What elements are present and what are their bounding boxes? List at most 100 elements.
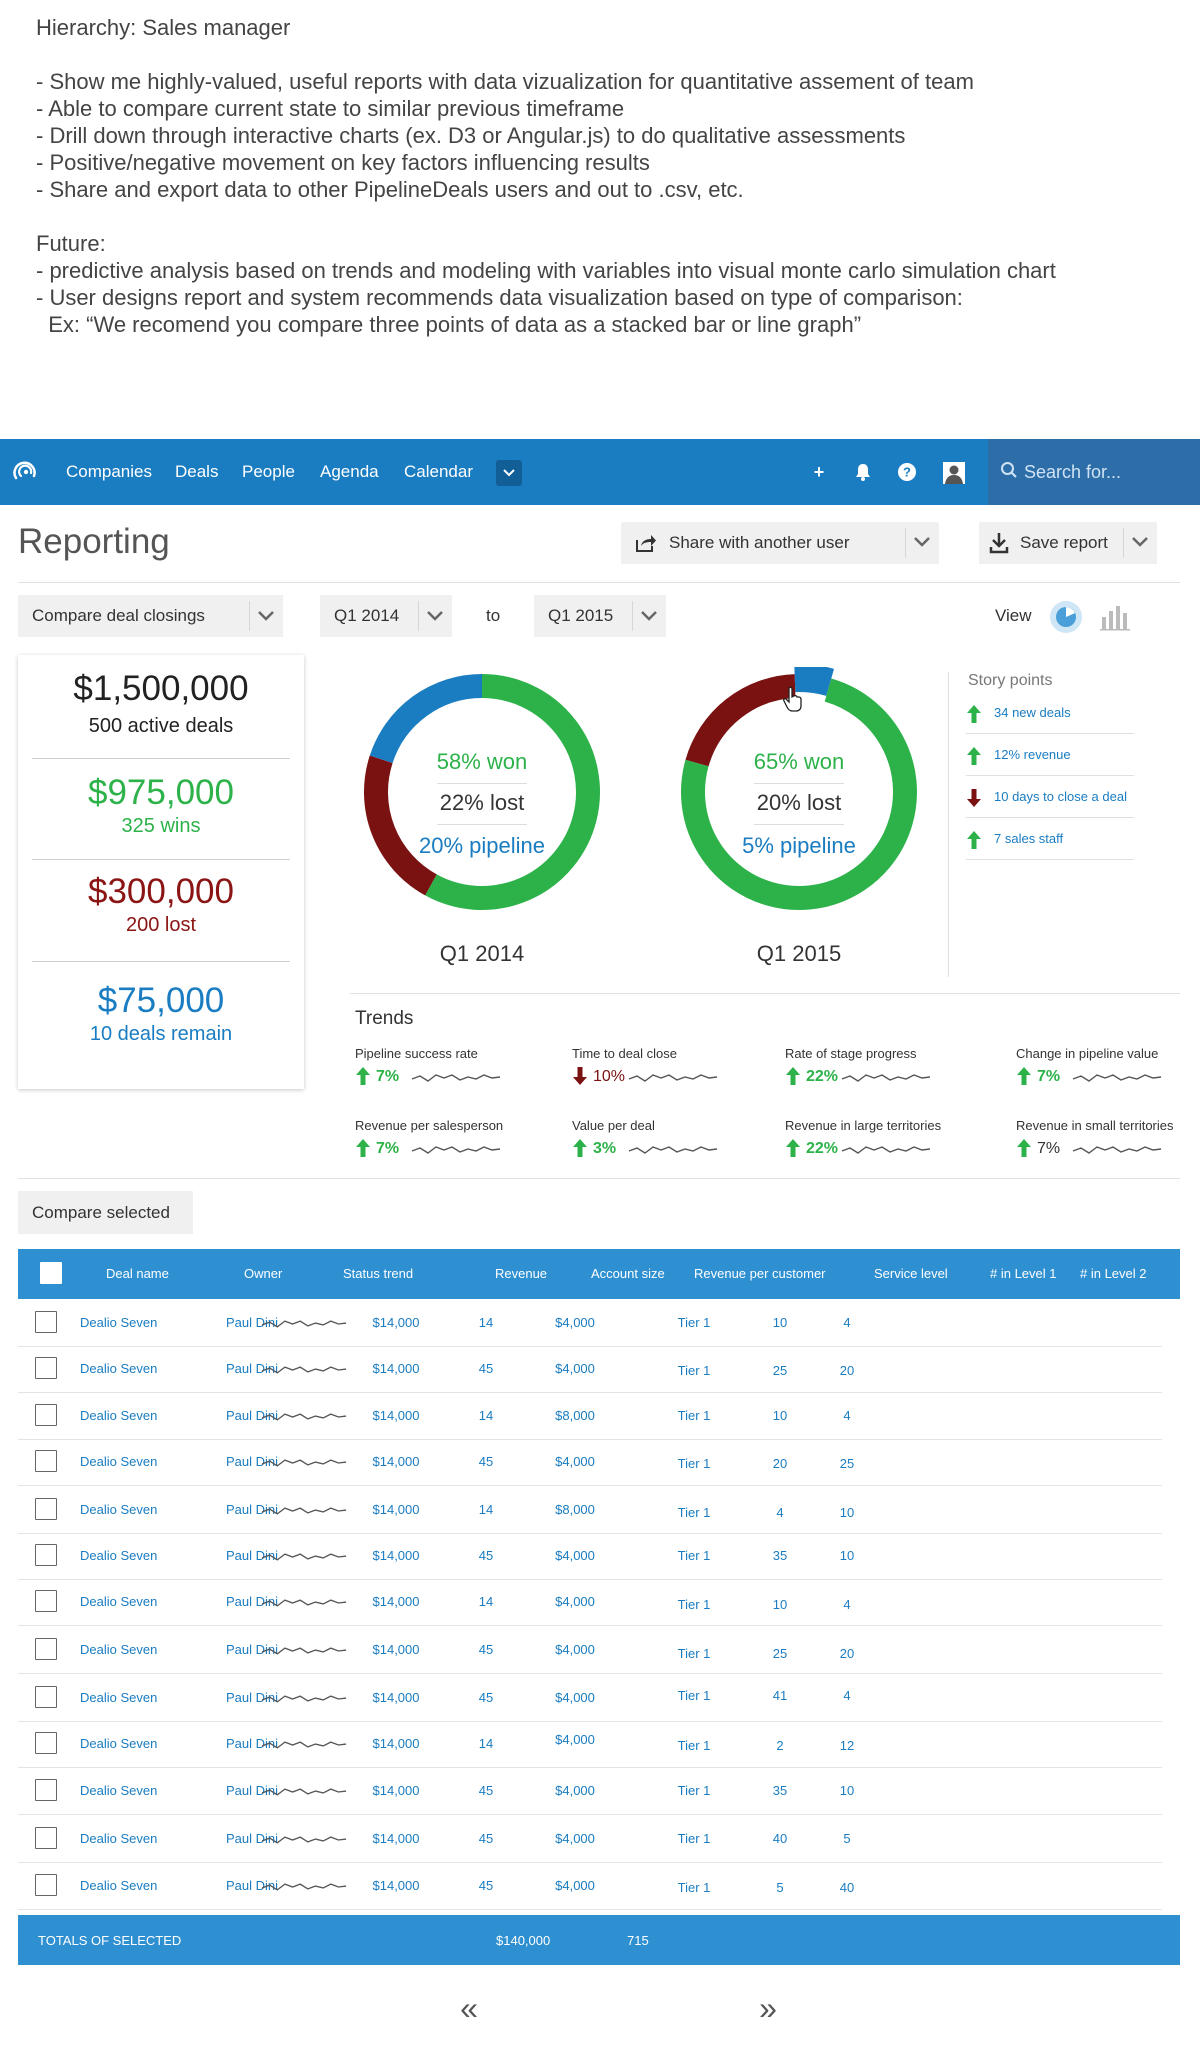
trend-metric[interactable]: Time to deal close 10% — [572, 1046, 762, 1096]
deal-name-link[interactable]: Dealio Seven — [80, 1408, 158, 1423]
donut-chart-q1-2015[interactable]: 65% won 20% lost 5% pipeline — [674, 664, 924, 917]
table-row[interactable]: Dealio Seven Paul Dini $14,000 45 $4,000 Tier… — [18, 1626, 1162, 1674]
previous-page-button[interactable]: « — [460, 1990, 478, 2026]
owner-link[interactable]: Paul Dini — [226, 1831, 279, 1846]
row-checkbox[interactable] — [35, 1874, 57, 1896]
compare-selected-button[interactable]: Compare selected — [18, 1191, 193, 1234]
owner-link[interactable]: Paul Dini — [226, 1548, 279, 1563]
table-row[interactable]: Dealio Seven Paul Dini $14,000 45 $4,000 Tier… — [18, 1345, 1162, 1393]
owner-link[interactable]: Paul Dini — [226, 1315, 279, 1330]
row-checkbox[interactable] — [35, 1357, 57, 1379]
deal-name-link[interactable]: Dealio Seven — [80, 1690, 158, 1705]
bell-icon[interactable] — [852, 461, 874, 483]
column-header-owner[interactable]: Owner — [244, 1266, 283, 1281]
deal-name-link[interactable]: Dealio Seven — [80, 1361, 158, 1376]
row-checkbox[interactable] — [35, 1404, 57, 1426]
row-checkbox[interactable] — [35, 1827, 57, 1849]
owner-link[interactable]: Paul Dini — [226, 1361, 279, 1376]
nav-calendar[interactable]: Calendar — [404, 462, 473, 481]
trend-metric[interactable]: Revenue in small territories 7% — [1016, 1118, 1200, 1168]
donut-chart-q1-2014[interactable]: 58% won 22% lost 20% pipeline — [357, 667, 607, 917]
deal-name-link[interactable]: Dealio Seven — [80, 1315, 158, 1330]
deal-name-link[interactable]: Dealio Seven — [80, 1642, 158, 1657]
trend-metric[interactable]: Change in pipeline value 7% — [1016, 1046, 1200, 1096]
period-to-select[interactable]: Q1 2015 — [534, 595, 666, 637]
donut-won-segment[interactable] — [681, 678, 917, 910]
report-type-select[interactable]: Compare deal closings — [18, 595, 283, 637]
table-row[interactable]: Dealio Seven Paul Dini $14,000 14 $4,000 Tier… — [18, 1578, 1162, 1626]
table-row[interactable]: Dealio Seven Paul Dini $14,000 45 $4,000 Tier… — [18, 1532, 1162, 1580]
trend-metric[interactable]: Pipeline success rate 7% — [355, 1046, 545, 1096]
row-checkbox[interactable] — [35, 1590, 57, 1612]
owner-link[interactable]: Paul Dini — [226, 1502, 279, 1517]
donut-pipeline-segment[interactable] — [794, 664, 835, 696]
search-input[interactable] — [1024, 457, 1189, 487]
pie-view-icon[interactable] — [1049, 600, 1083, 634]
story-point[interactable]: 10 days to close a deal — [966, 776, 1134, 818]
nav-companies[interactable]: Companies — [66, 462, 152, 481]
column-header-revenue-per-customer[interactable]: Revenue per customer — [694, 1266, 826, 1281]
deal-name-link[interactable]: Dealio Seven — [80, 1454, 158, 1469]
row-checkbox[interactable] — [35, 1638, 57, 1660]
app-logo-icon[interactable] — [12, 458, 40, 486]
owner-link[interactable]: Paul Dini — [226, 1783, 279, 1798]
nav-people[interactable]: People — [242, 462, 295, 481]
nav-more-button[interactable] — [496, 460, 522, 486]
donut-lost-segment[interactable] — [685, 674, 796, 767]
column-header-revenue[interactable]: Revenue — [495, 1266, 548, 1281]
bar-view-icon[interactable] — [1100, 603, 1130, 631]
row-checkbox[interactable] — [35, 1311, 57, 1333]
table-row[interactable]: Dealio Seven Paul Dini $14,000 45 $4,000 Tier… — [18, 1438, 1162, 1486]
deal-name-link[interactable]: Dealio Seven — [80, 1548, 158, 1563]
column-header-level-1[interactable]: # in Level 1 — [990, 1266, 1057, 1281]
column-header-level-2[interactable]: # in Level 2 — [1080, 1266, 1147, 1281]
story-point[interactable]: 34 new deals — [966, 692, 1134, 734]
deal-name-link[interactable]: Dealio Seven — [80, 1783, 158, 1798]
deal-name-link[interactable]: Dealio Seven — [80, 1502, 158, 1517]
owner-link[interactable]: Paul Dini — [226, 1454, 279, 1469]
table-row[interactable]: Dealio Seven Paul Dini $14,000 14 $8,000 Tier… — [18, 1392, 1162, 1440]
column-header-status-trend[interactable]: Status trend — [343, 1266, 414, 1281]
column-header-deal-name[interactable]: Deal name — [106, 1266, 169, 1281]
row-checkbox[interactable] — [35, 1732, 57, 1754]
donut-pipeline-segment[interactable] — [369, 674, 483, 764]
owner-link[interactable]: Paul Dini — [226, 1736, 279, 1751]
donut-lost-segment[interactable] — [364, 755, 437, 896]
owner-link[interactable]: Paul Dini — [226, 1642, 279, 1657]
trend-metric[interactable]: Revenue per salesperson 7% — [355, 1118, 545, 1168]
donut-won-segment[interactable] — [425, 674, 600, 910]
nav-agenda[interactable]: Agenda — [320, 462, 379, 481]
deal-name-link[interactable]: Dealio Seven — [80, 1736, 158, 1751]
trend-metric[interactable]: Revenue in large territories 22% — [785, 1118, 975, 1168]
table-row[interactable]: Dealio Seven Paul Dini $14,000 14 $4,000 Tier… — [18, 1720, 1162, 1768]
owner-link[interactable]: Paul Dini — [226, 1408, 279, 1423]
table-row[interactable]: Dealio Seven Paul Dini $14,000 45 $4,000 Tier… — [18, 1815, 1162, 1863]
plus-icon[interactable]: + — [813, 462, 825, 482]
trend-metric[interactable]: Rate of stage progress 22% — [785, 1046, 975, 1096]
next-page-button[interactable]: » — [759, 1990, 777, 2026]
table-row[interactable]: Dealio Seven Paul Dini $14,000 45 $4,000 Tier… — [18, 1674, 1162, 1722]
help-icon[interactable]: ? — [896, 461, 918, 483]
deal-name-link[interactable]: Dealio Seven — [80, 1594, 158, 1609]
deal-name-link[interactable]: Dealio Seven — [80, 1878, 158, 1893]
column-header-account-size[interactable]: Account size — [591, 1266, 665, 1281]
share-button[interactable]: Share with another user — [621, 522, 939, 564]
deal-name-link[interactable]: Dealio Seven — [80, 1831, 158, 1846]
table-row[interactable]: Dealio Seven Paul Dini $14,000 14 $4,000 Tier… — [18, 1299, 1162, 1347]
column-header-service-level[interactable]: Service level — [874, 1266, 948, 1281]
owner-link[interactable]: Paul Dini — [226, 1594, 279, 1609]
table-row[interactable]: Dealio Seven Paul Dini $14,000 45 $4,000 Tier… — [18, 1862, 1162, 1910]
trend-metric[interactable]: Value per deal 3% — [572, 1118, 762, 1168]
save-report-button[interactable]: Save report — [979, 522, 1157, 564]
row-checkbox[interactable] — [35, 1686, 57, 1708]
row-checkbox[interactable] — [35, 1498, 57, 1520]
select-all-checkbox[interactable] — [40, 1262, 62, 1284]
nav-deals[interactable]: Deals — [175, 462, 219, 481]
row-checkbox[interactable] — [35, 1779, 57, 1801]
user-icon[interactable] — [942, 461, 966, 485]
row-checkbox[interactable] — [35, 1544, 57, 1566]
period-from-select[interactable]: Q1 2014 — [320, 595, 452, 637]
story-point[interactable]: 12% revenue — [966, 734, 1134, 776]
owner-link[interactable]: Paul Dini — [226, 1878, 279, 1893]
table-row[interactable]: Dealio Seven Paul Dini $14,000 14 $8,000 Tier… — [18, 1486, 1162, 1534]
